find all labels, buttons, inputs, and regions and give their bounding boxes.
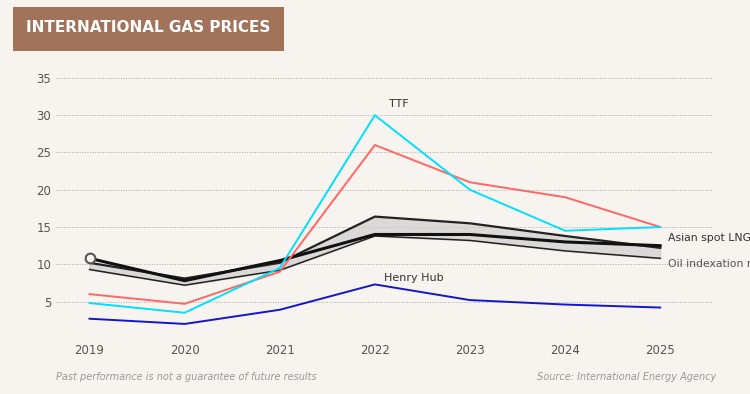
FancyBboxPatch shape — [13, 7, 284, 51]
Text: Asian spot LNG: Asian spot LNG — [668, 233, 750, 243]
Text: Past performance is not a guarantee of future results: Past performance is not a guarantee of f… — [56, 372, 316, 382]
Text: TTF: TTF — [389, 99, 409, 109]
Text: INTERNATIONAL GAS PRICES: INTERNATIONAL GAS PRICES — [26, 20, 270, 35]
Text: Oil indexation range: Oil indexation range — [668, 259, 750, 269]
Text: Source: International Energy Agency: Source: International Energy Agency — [537, 372, 716, 382]
Text: Henry Hub: Henry Hub — [384, 273, 444, 283]
